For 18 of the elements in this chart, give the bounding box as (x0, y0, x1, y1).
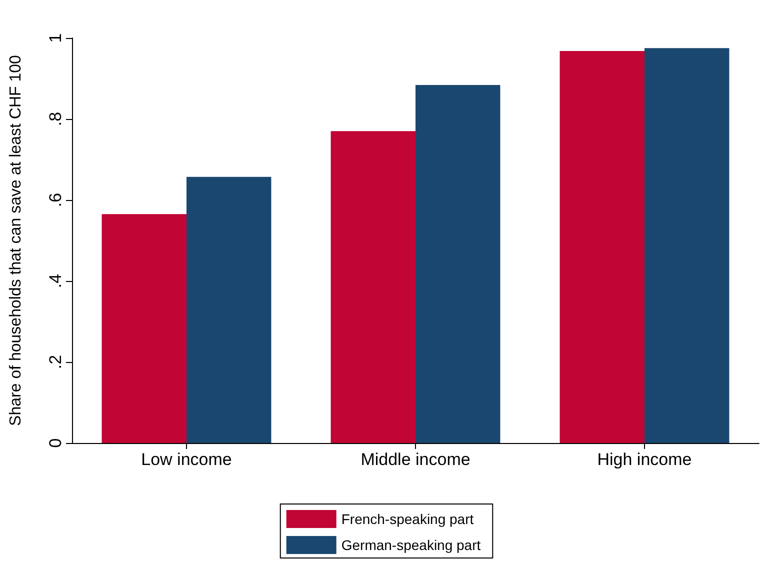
y-tick-label: .4 (46, 274, 65, 288)
bar (416, 84, 500, 443)
legend-label: German-speaking part (341, 537, 481, 553)
bar (102, 214, 186, 443)
y-tick-label: 0 (46, 438, 65, 448)
y-axis-title: Share of households that can save at least CHF 100 (8, 54, 24, 426)
y-tick-label: .8 (46, 112, 65, 126)
bar (330, 131, 416, 443)
x-tick-label: Low income (141, 450, 232, 469)
y-tick-label: 1 (46, 33, 65, 43)
bar (644, 48, 730, 443)
y-tick-label: .2 (46, 354, 65, 370)
x-tick-label: High income (597, 450, 692, 469)
x-tick-label: Middle income (360, 450, 470, 469)
legend-label: French-speaking part (341, 511, 474, 527)
bar (186, 176, 272, 443)
bar (560, 50, 644, 443)
y-tick-label: .6 (46, 192, 65, 208)
